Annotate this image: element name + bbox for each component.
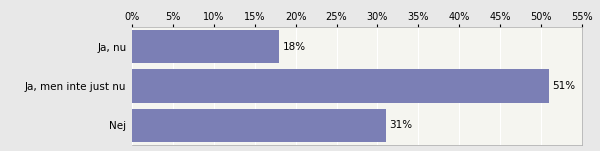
Bar: [132, 69, 549, 103]
Text: 51%: 51%: [553, 81, 575, 91]
Text: 18%: 18%: [283, 42, 305, 52]
Text: 31%: 31%: [389, 120, 412, 130]
Bar: [132, 109, 386, 142]
Bar: [132, 30, 279, 64]
